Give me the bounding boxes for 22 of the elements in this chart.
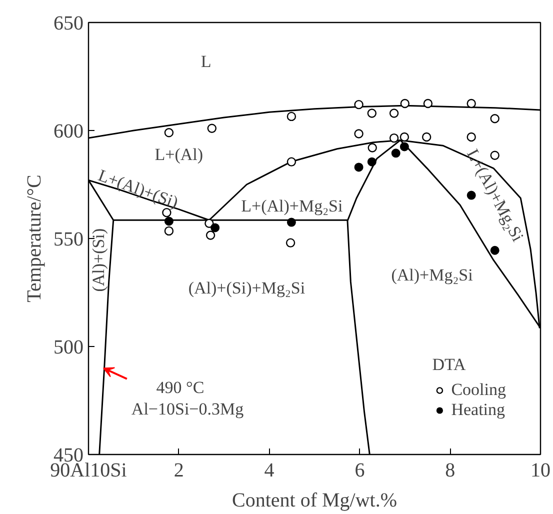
annotation: L+(Al) xyxy=(154,144,204,164)
annotation: 490 °C xyxy=(156,378,204,398)
annotation: Al−10Si−0.3Mg xyxy=(131,400,244,419)
x-tick-label: 6 xyxy=(354,460,365,482)
legend-title: DTA xyxy=(432,355,467,375)
annotation: (Al)+(Si)+Mg₂Si xyxy=(188,278,306,298)
x-tick-label: 4 xyxy=(264,460,274,482)
x-axis-title: Content of Mg/wt.% xyxy=(232,490,398,512)
x-tick-label: 2 xyxy=(174,460,184,482)
y-tick-label: 550 xyxy=(54,228,84,250)
x-tick-label: 8 xyxy=(445,460,456,482)
y-tick-label: 500 xyxy=(54,336,84,358)
y-tick-label: 650 xyxy=(54,12,84,34)
annotation: (Al)+(Si) xyxy=(88,228,108,292)
annotation: L xyxy=(200,52,212,71)
legend-label: Cooling xyxy=(451,380,506,400)
annotation: (Al)+Mg₂Si xyxy=(391,266,474,285)
y-axis-title: Temperature/°C xyxy=(24,174,46,302)
annotation: L+(Al)+Mg₂Si xyxy=(241,196,343,216)
legend-label: Heating xyxy=(451,400,506,420)
y-tick-label: 600 xyxy=(54,120,84,142)
x-tick-label: 10 xyxy=(530,460,550,482)
